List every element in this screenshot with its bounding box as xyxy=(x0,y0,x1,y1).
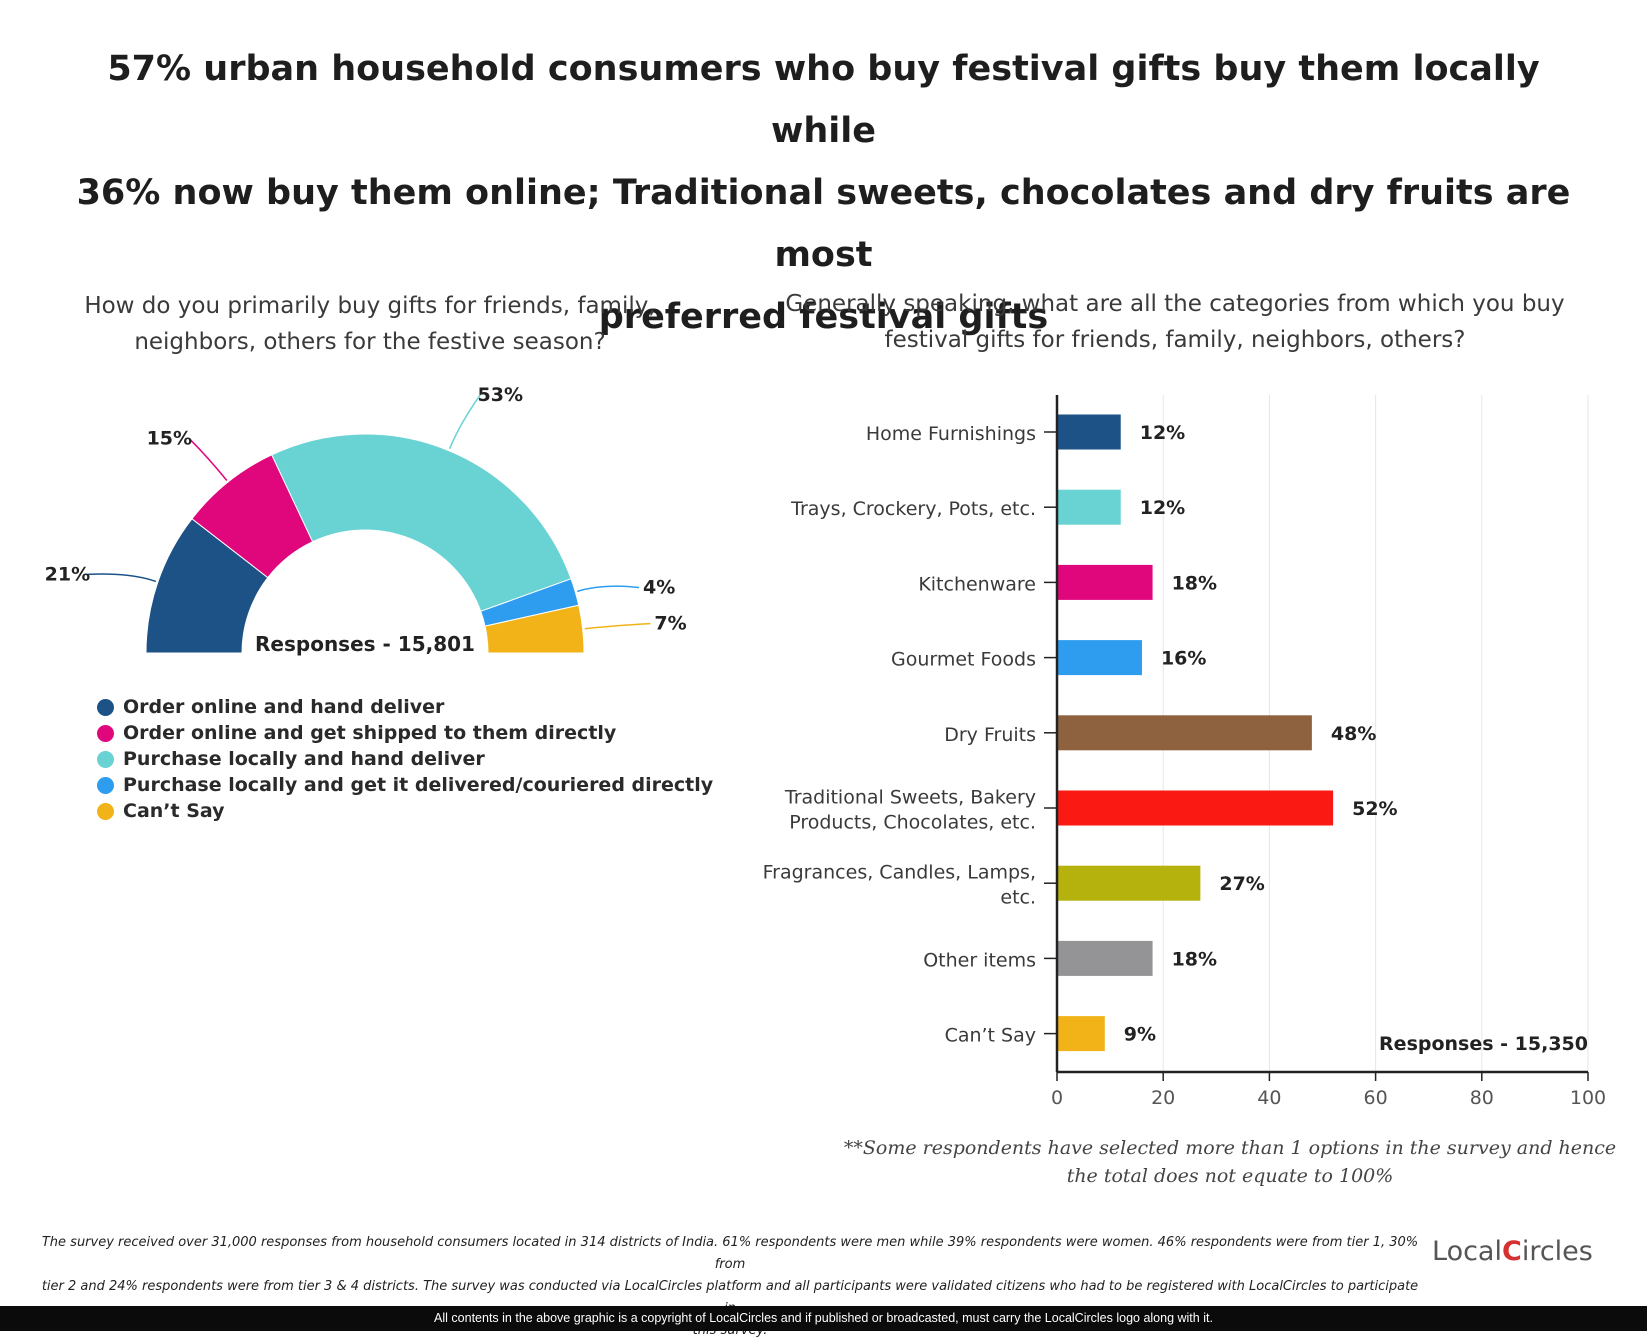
donut-slice xyxy=(484,604,585,654)
donut-legend: Order online and hand deliver Order onlin… xyxy=(97,694,713,824)
x-tick-label: 100 xyxy=(1570,1087,1606,1109)
legend-color-dot xyxy=(97,698,114,716)
bar-value-label: 18% xyxy=(1172,948,1217,970)
bar-chart-question: Generally speaking, what are all the cat… xyxy=(780,286,1570,358)
localcircles-logo: LocalCircles xyxy=(1432,1236,1593,1267)
category-label: Traditional Sweets, Bakery xyxy=(784,787,1036,809)
bar-value-label: 27% xyxy=(1219,873,1264,895)
donut-chart-question: How do you primarily buy gifts for frien… xyxy=(60,288,680,360)
bar xyxy=(1057,1016,1105,1052)
legend-item: Purchase locally and hand deliver xyxy=(97,746,713,772)
bar xyxy=(1057,414,1121,450)
category-label: Home Furnishings xyxy=(866,423,1036,445)
donut-responses-label: Responses - 15,801 xyxy=(255,632,475,656)
donut-leader-line xyxy=(448,394,481,450)
bar-value-label: 16% xyxy=(1161,648,1206,670)
footnote: **Some respondents have selected more th… xyxy=(830,1134,1630,1190)
donut-slice-label: 15% xyxy=(147,428,192,450)
category-label: Can’t Say xyxy=(945,1025,1036,1047)
x-tick-label: 0 xyxy=(1051,1087,1063,1109)
bar-responses-label: Responses - 15,350 xyxy=(1379,1033,1588,1055)
legend-label: Order online and hand deliver xyxy=(123,696,445,718)
bar-value-label: 12% xyxy=(1140,422,1185,444)
logo-text-post: ircles xyxy=(1521,1236,1593,1267)
main-title: 57% urban household consumers who buy fe… xyxy=(60,38,1587,348)
legend-color-dot xyxy=(97,776,114,794)
footnote-line: the total does not equate to 100% xyxy=(1066,1165,1394,1187)
x-tick-label: 60 xyxy=(1364,1087,1388,1109)
donut-leader-line xyxy=(584,622,651,630)
methodology-line: The survey received over 31,000 response… xyxy=(41,1235,1419,1272)
donut-leader-line xyxy=(577,585,640,593)
footnote-line: **Some respondents have selected more th… xyxy=(843,1137,1617,1159)
donut-slice-label: 21% xyxy=(45,563,90,585)
bar-value-label: 9% xyxy=(1124,1024,1156,1046)
category-label: Gourmet Foods xyxy=(891,649,1036,671)
category-label: Fragrances, Candles, Lamps, xyxy=(763,862,1036,884)
main-title-line: 36% now buy them online; Traditional swe… xyxy=(76,173,1571,275)
bar xyxy=(1057,640,1142,676)
legend-item: Can’t Say xyxy=(97,798,713,824)
legend-label: Purchase locally and hand deliver xyxy=(123,748,485,770)
donut-slice xyxy=(271,433,572,612)
legend-color-dot xyxy=(97,750,114,768)
category-label: Trays, Crockery, Pots, etc. xyxy=(790,498,1036,520)
bar-value-label: 18% xyxy=(1172,572,1217,594)
bar-question-line: festival gifts for friends, family, neig… xyxy=(884,327,1466,353)
category-label: Other items xyxy=(923,949,1036,971)
x-tick-label: 80 xyxy=(1470,1087,1494,1109)
donut-slice-label: 7% xyxy=(654,613,686,635)
category-label: Products, Chocolates, etc. xyxy=(789,812,1036,834)
donut-slice-label: 53% xyxy=(478,384,523,406)
x-tick-label: 40 xyxy=(1257,1087,1281,1109)
bar-value-label: 12% xyxy=(1140,497,1185,519)
legend-label: Purchase locally and get it delivered/co… xyxy=(123,774,714,796)
bar xyxy=(1057,940,1153,976)
donut-leader-line xyxy=(188,438,228,481)
bar-question-line: Generally speaking, what are all the cat… xyxy=(785,291,1565,317)
logo-pin-icon: C xyxy=(1501,1236,1522,1267)
bar xyxy=(1057,790,1334,826)
copyright-bar: All contents in the above graphic is a c… xyxy=(0,1306,1647,1331)
legend-item: Purchase locally and get it delivered/co… xyxy=(97,772,713,798)
donut-slice-label: 4% xyxy=(643,577,675,599)
category-label: Kitchenware xyxy=(918,573,1036,595)
legend-item: Order online and get shipped to them dir… xyxy=(97,720,713,746)
category-label: etc. xyxy=(1000,887,1036,909)
main-title-line: 57% urban household consumers who buy fe… xyxy=(107,49,1540,151)
logo-text-pre: Local xyxy=(1432,1236,1502,1267)
category-label: Dry Fruits xyxy=(944,724,1036,746)
legend-label: Can’t Say xyxy=(123,800,225,822)
donut-question-line: neighbors, others for the festive season… xyxy=(134,329,606,355)
legend-color-dot xyxy=(97,724,114,742)
donut-question-line: How do you primarily buy gifts for frien… xyxy=(84,293,656,319)
bar-value-label: 48% xyxy=(1331,723,1376,745)
bar xyxy=(1057,564,1153,600)
legend-label: Order online and get shipped to them dir… xyxy=(123,722,617,744)
donut-leader-line xyxy=(87,573,157,583)
bar xyxy=(1057,489,1121,525)
legend-color-dot xyxy=(97,802,114,820)
bar xyxy=(1057,865,1201,901)
bar-value-label: 52% xyxy=(1352,798,1397,820)
x-tick-label: 20 xyxy=(1151,1087,1175,1109)
legend-item: Order online and hand deliver xyxy=(97,694,713,720)
main-title-line: preferred festival gifts xyxy=(598,297,1049,337)
bar xyxy=(1057,715,1312,751)
